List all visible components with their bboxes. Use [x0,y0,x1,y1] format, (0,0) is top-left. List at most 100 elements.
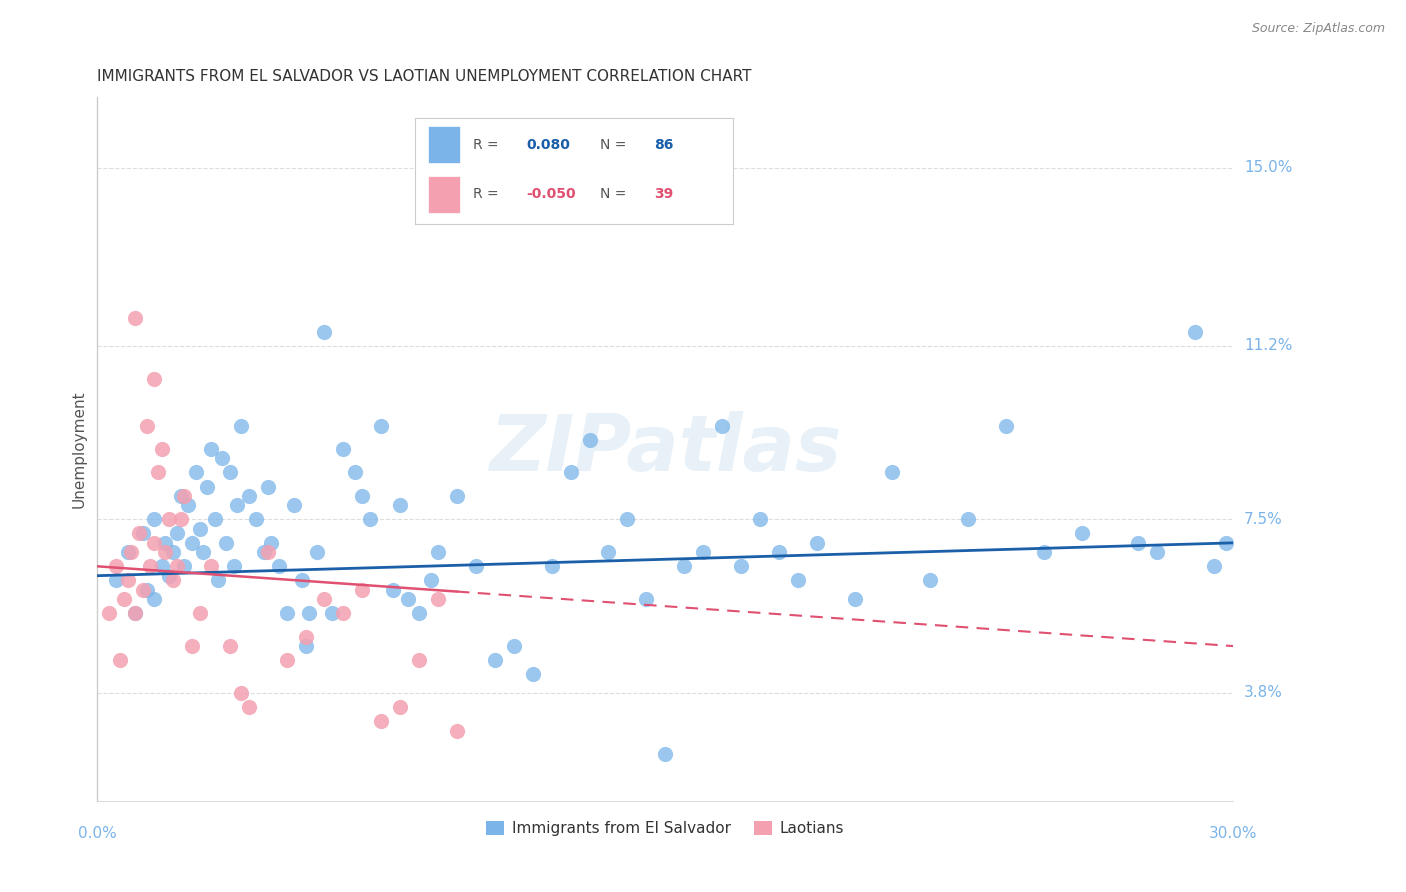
Point [276,606,298,620]
Point [173,489,195,503]
Point [654,747,676,761]
Point [218,639,240,653]
Point [177,499,200,513]
Point [218,466,240,480]
Point [267,559,290,574]
Point [692,545,714,559]
Point [155,545,177,559]
Point [169,512,191,526]
Point [222,559,245,574]
Point [957,512,980,526]
Point [143,536,166,550]
Point [502,639,524,653]
Point [381,582,404,597]
Point [806,536,828,550]
Point [389,499,412,513]
Point [598,545,620,559]
Point [128,526,150,541]
Point [204,512,226,526]
Point [711,418,734,433]
Point [673,559,696,574]
Point [352,489,374,503]
Point [1070,526,1092,541]
Point [143,512,166,526]
Point [193,545,215,559]
Text: IMMIGRANTS FROM EL SALVADOR VS LAOTIAN UNEMPLOYMENT CORRELATION CHART: IMMIGRANTS FROM EL SALVADOR VS LAOTIAN U… [97,69,752,84]
Point [166,559,188,574]
Point [157,512,180,526]
Point [166,526,188,541]
Point [184,466,207,480]
Point [389,700,412,714]
Point [260,536,283,550]
Point [135,418,157,433]
Text: 11.2%: 11.2% [1244,338,1292,353]
Text: ZIPatlas: ZIPatlas [489,411,841,487]
Point [427,545,450,559]
Point [314,592,336,607]
Point [994,418,1017,433]
Point [446,723,468,738]
Point [215,536,238,550]
Point [207,574,229,588]
Point [253,545,276,559]
Point [396,592,419,607]
Point [135,582,157,597]
Point [200,559,222,574]
Point [427,592,450,607]
Point [465,559,488,574]
Point [108,653,131,667]
Point [578,433,600,447]
Point [321,606,343,620]
Point [143,592,166,607]
Point [124,310,146,325]
Point [920,574,942,588]
Point [211,451,233,466]
Point [256,545,278,559]
Point [97,606,120,620]
Point [1032,545,1054,559]
Point [352,582,374,597]
Point [408,606,430,620]
Point [332,442,354,456]
Point [139,559,162,574]
Text: 15.0%: 15.0% [1244,160,1292,175]
Y-axis label: Unemployment: Unemployment [72,390,86,508]
Point [882,466,904,480]
Point [112,592,135,607]
Point [157,568,180,582]
Point [616,512,638,526]
Point [117,574,139,588]
Point [188,606,211,620]
Point [283,499,305,513]
Text: Source: ZipAtlas.com: Source: ZipAtlas.com [1251,22,1385,36]
Point [173,559,195,574]
Point [419,574,441,588]
Point [1128,536,1150,550]
Point [1146,545,1168,559]
Point [231,686,253,700]
Point [1215,536,1237,550]
Point [124,606,146,620]
Point [238,489,260,503]
Point [314,325,336,339]
Point [188,522,211,536]
Point [560,466,582,480]
Point [105,559,128,574]
Point [844,592,866,607]
Point [200,442,222,456]
Point [298,606,321,620]
Text: 3.8%: 3.8% [1244,685,1284,700]
Point [332,606,354,620]
Point [748,512,770,526]
Point [294,639,316,653]
Point [370,418,392,433]
Point [1184,325,1206,339]
Point [146,466,169,480]
Legend: Immigrants from El Salvador, Laotians: Immigrants from El Salvador, Laotians [479,815,851,843]
Point [143,372,166,386]
Point [226,499,249,513]
Point [132,582,155,597]
Point [484,653,506,667]
Point [117,545,139,559]
